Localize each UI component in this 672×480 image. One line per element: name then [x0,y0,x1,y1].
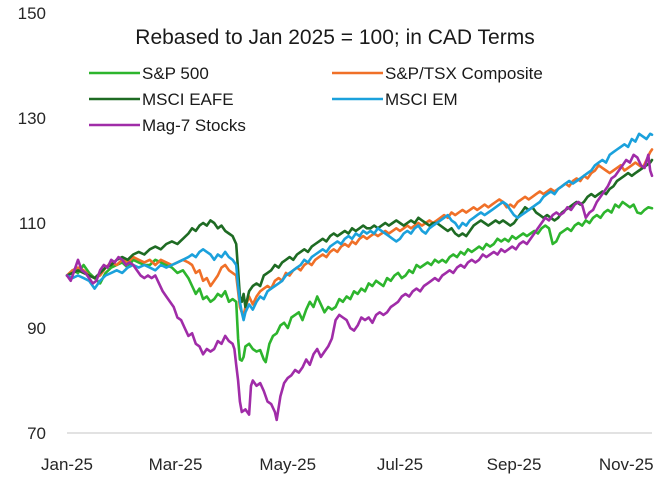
y-axis-ticks: 70 90 110 130 150 [18,4,46,443]
legend-item-mag7: Mag-7 Stocks [89,116,246,135]
legend-label: MSCI EAFE [142,90,234,109]
series-line-msci-em [65,132,654,322]
legend-label: S&P/TSX Composite [385,64,543,83]
legend-label: S&P 500 [142,64,209,83]
series-lines [65,132,654,422]
series-line-s-p-500 [65,200,654,364]
series-line-mag-7-stocks [65,153,654,422]
x-axis-ticks: Jan-25 Mar-25 May-25 Jul-25 Sep-25 Nov-25 [41,455,654,474]
x-tick-label: Jul-25 [377,455,423,474]
y-tick-label: 150 [18,4,46,23]
y-tick-label: 90 [27,319,46,338]
series-line-msci-eafe [65,158,654,309]
x-tick-label: Nov-25 [599,455,654,474]
legend-item-tsx: S&P/TSX Composite [332,64,543,83]
x-tick-label: Mar-25 [149,455,203,474]
x-tick-label: Sep-25 [487,455,542,474]
y-tick-label: 70 [27,424,46,443]
legend-item-eafe: MSCI EAFE [89,90,234,109]
x-tick-label: Jan-25 [41,455,93,474]
y-tick-label: 130 [18,109,46,128]
y-tick-label: 110 [19,214,46,233]
legend-label: MSCI EM [385,90,458,109]
legend-item-sp500: S&P 500 [89,64,209,83]
legend-item-em: MSCI EM [332,90,458,109]
legend: S&P 500 S&P/TSX Composite MSCI EAFE MSCI… [89,64,543,135]
x-tick-label: May-25 [259,455,316,474]
chart-title: Rebased to Jan 2025 = 100; in CAD Terms [135,26,534,49]
legend-label: Mag-7 Stocks [142,116,246,135]
